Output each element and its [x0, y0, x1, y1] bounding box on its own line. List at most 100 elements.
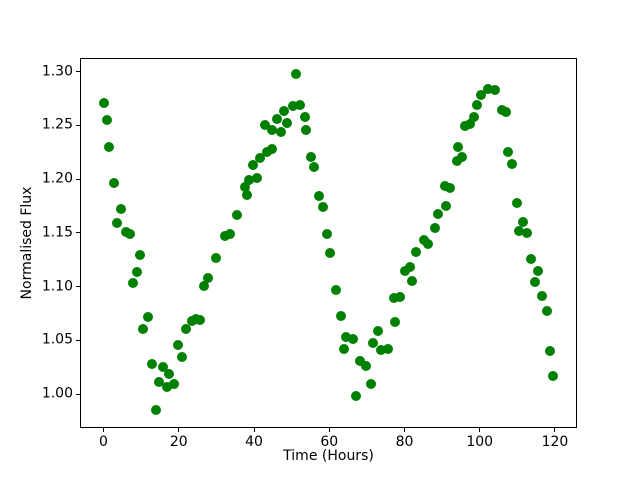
y-tick	[76, 71, 80, 73]
y-tick	[76, 393, 80, 395]
data-point	[116, 204, 127, 215]
data-point	[451, 155, 462, 166]
data-point	[453, 141, 464, 152]
data-point	[423, 238, 434, 249]
data-point	[330, 284, 341, 295]
data-point	[464, 119, 475, 130]
data-point	[267, 144, 278, 154]
y-tick-label: 1.25	[41, 117, 73, 134]
data-point	[376, 345, 387, 356]
data-point	[128, 278, 139, 289]
data-point	[162, 381, 173, 392]
data-point	[225, 228, 236, 239]
data-point	[514, 225, 525, 236]
data-point	[410, 247, 421, 258]
data-point	[536, 291, 547, 302]
data-point	[533, 265, 544, 276]
data-point	[291, 68, 302, 79]
data-point	[219, 231, 230, 242]
data-point	[255, 152, 266, 163]
data-point	[339, 344, 350, 354]
data-point	[251, 173, 262, 184]
data-point	[347, 334, 358, 345]
data-point	[98, 97, 109, 108]
data-point	[445, 182, 456, 193]
data-point	[511, 197, 522, 208]
data-point	[244, 175, 255, 186]
y-tick	[76, 232, 80, 234]
data-point	[507, 159, 518, 170]
x-tick	[479, 427, 481, 432]
data-point	[502, 147, 513, 158]
data-point	[164, 368, 175, 379]
data-point	[109, 178, 120, 189]
data-point	[101, 114, 112, 125]
data-point	[138, 323, 149, 334]
data-point	[489, 84, 500, 95]
data-point	[282, 118, 293, 129]
data-point	[195, 314, 206, 325]
data-point	[366, 379, 377, 390]
x-axis-label: Time (Hours)	[283, 448, 374, 464]
x-tick-label: 60	[320, 433, 339, 450]
data-point	[314, 191, 325, 202]
data-point	[241, 190, 252, 201]
y-tick	[76, 339, 80, 341]
x-tick-label: 0	[99, 433, 108, 450]
data-point	[169, 379, 180, 390]
data-point	[355, 355, 366, 366]
x-tick-label: 20	[169, 433, 188, 450]
data-point	[180, 323, 191, 334]
x-tick-label: 40	[245, 433, 263, 450]
x-tick	[103, 427, 104, 432]
x-tick-label: 100	[466, 433, 494, 450]
data-point	[501, 107, 512, 118]
y-tick	[76, 286, 80, 288]
x-tick	[178, 427, 180, 432]
data-point	[468, 111, 479, 122]
data-point	[157, 362, 168, 373]
data-point	[112, 218, 123, 229]
data-point	[279, 106, 290, 117]
data-point	[154, 377, 165, 388]
data-point	[394, 292, 405, 303]
data-point	[544, 346, 555, 357]
data-point	[389, 317, 400, 328]
data-point	[526, 253, 537, 264]
data-point	[231, 209, 242, 220]
data-point	[351, 391, 362, 402]
y-tick-label: 1.20	[41, 170, 73, 187]
data-point	[440, 180, 451, 191]
data-point	[542, 306, 553, 317]
data-point	[373, 325, 384, 336]
data-point	[211, 252, 221, 263]
data-point	[295, 99, 306, 110]
data-point	[382, 344, 393, 354]
x-tick	[554, 427, 556, 432]
data-point	[317, 202, 328, 213]
data-point	[104, 141, 115, 152]
y-tick	[76, 178, 80, 180]
data-point	[131, 266, 142, 277]
data-point	[306, 151, 317, 162]
data-point	[142, 311, 153, 322]
data-point	[407, 276, 418, 287]
y-tick-label: 1.05	[41, 332, 73, 349]
x-tick	[253, 427, 255, 432]
data-point	[517, 217, 528, 228]
data-point	[404, 262, 415, 273]
y-tick	[76, 124, 80, 126]
data-point	[146, 359, 157, 370]
data-point	[199, 280, 210, 291]
y-tick-label: 1.30	[41, 63, 73, 80]
data-point	[262, 147, 273, 158]
y-tick-label: 1.15	[41, 224, 73, 241]
data-point	[433, 208, 444, 219]
y-tick-label: 1.10	[41, 278, 73, 295]
data-point	[203, 273, 214, 284]
y-tick-label: 1.00	[41, 385, 73, 402]
data-point	[151, 405, 162, 416]
data-point	[472, 99, 483, 110]
data-point	[530, 277, 541, 288]
